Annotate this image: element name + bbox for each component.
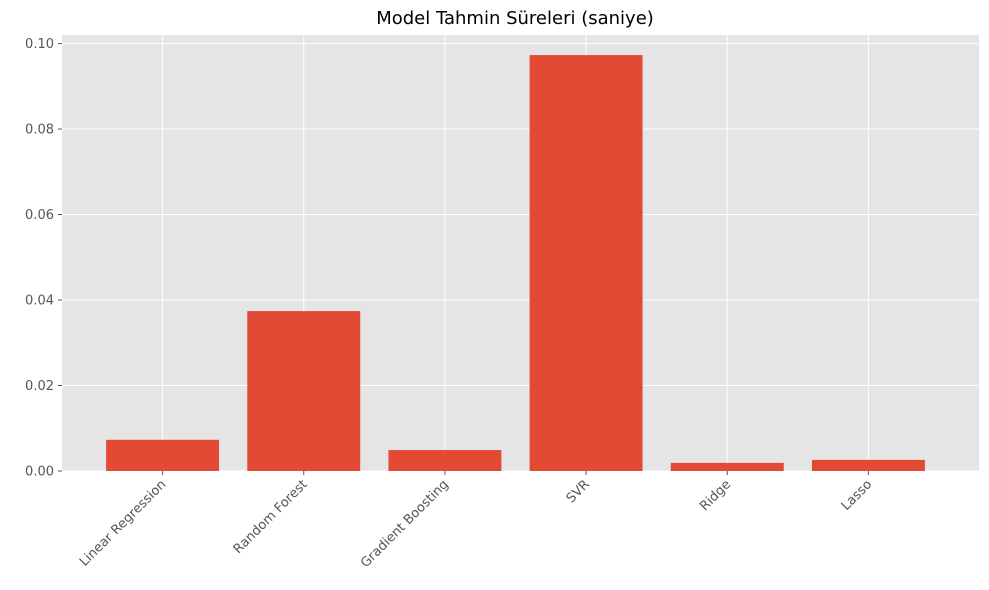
grid-lines <box>62 35 979 472</box>
bar <box>670 462 784 471</box>
y-axis-ticks: 0.00 0.02 0.04 0.06 0.08 0.10 <box>25 37 62 480</box>
y-tick-label: 0.00 <box>25 465 54 480</box>
bars <box>106 55 925 471</box>
x-tick-label: Random Forest <box>231 477 311 557</box>
x-tick-label: Lasso <box>839 477 876 514</box>
bar <box>811 459 925 471</box>
x-tick-label: Linear Regression <box>77 477 169 569</box>
y-tick-label: 0.02 <box>25 379 54 394</box>
x-tick-label: Gradient Boosting <box>358 477 452 571</box>
y-tick-label: 0.08 <box>25 123 54 138</box>
bar <box>106 439 220 471</box>
chart-title: Model Tahmin Süreleri (saniye) <box>376 8 654 29</box>
bar <box>529 55 643 471</box>
bar <box>388 450 502 471</box>
y-tick-label: 0.06 <box>25 208 54 223</box>
bar <box>247 311 361 471</box>
x-tick-label: SVR <box>564 477 593 506</box>
x-axis-ticks: Linear Regression Random Forest Gradient B… <box>77 471 875 571</box>
y-tick-label: 0.10 <box>25 37 54 52</box>
y-tick-label: 0.04 <box>25 294 54 309</box>
x-tick-label: Ridge <box>697 477 734 514</box>
plot-background <box>62 35 979 471</box>
